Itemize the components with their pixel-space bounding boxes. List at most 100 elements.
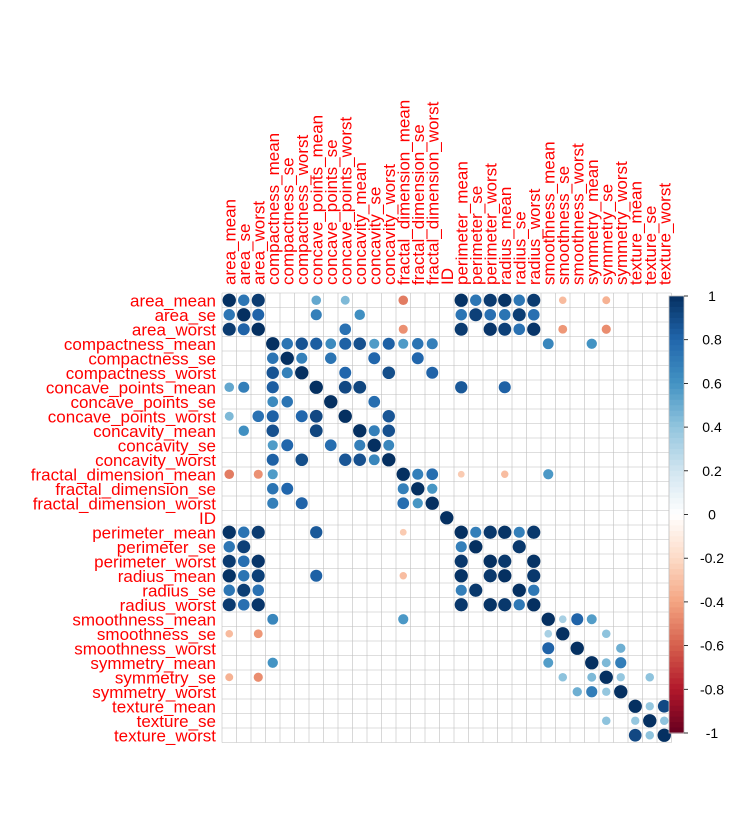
correlation-cell-radius-se-radius-se [512,583,526,597]
row-label-id: ID [199,509,216,528]
correlation-cell-area-worst-perimeter-worst [483,322,497,336]
correlation-cell-compactness-mean-concave-points-mean [310,337,323,350]
correlation-cell-concave-points-mean-radius-mean [498,381,511,394]
correlation-cell-concavity-mean-concavity-se [368,425,380,437]
colorbar-segment [669,367,684,374]
colorbar-segment [669,711,684,718]
colorbar-segment [669,694,684,701]
colorbar-segment [669,454,684,461]
colorbar-segment [669,394,684,401]
correlation-cell-concave-points-se-compactness-mean [267,396,279,408]
correlation-cell-area-mean-area-mean [222,293,236,307]
colorbar-segment [669,470,684,477]
correlation-cell-area-worst-area-mean [222,322,236,336]
correlation-cell-fractal-dimension-mean-area-worst [253,469,263,479]
column-label-texture-worst: texture_worst [655,183,674,285]
colorbar-segment [669,438,684,445]
correlation-cell-area-worst-radius-se [513,323,526,336]
correlation-cell-radius-worst-radius-mean [498,598,512,612]
correlation-cell-texture-se-texture-se [643,714,657,728]
correlation-cell-concave-points-mean-concavity-mean [353,380,367,394]
correlation-cell-smoothness-se-area-worst [253,629,263,639]
correlation-cell-radius-se-area-se [237,583,251,597]
colorbar-segment [669,547,684,554]
correlation-cell-concave-points-worst-compactness-mean [266,410,279,423]
correlation-cell-concave-points-worst-area-worst [252,410,265,423]
column-label-smoothness-mean: smoothness_mean [539,141,558,285]
colorbar: 1 0.8 0.6 0.4 0.2 0 -0.2 -0.4 -0.6 -0.8 -1 [668,288,724,741]
correlation-cell-perimeter-mean-area-mean [222,525,236,539]
colorbar-segment [669,432,684,439]
correlation-cell-area-mean-area-worst [251,293,265,307]
correlation-cell-radius-mean-radius-worst [527,569,541,583]
correlation-cell-area-worst-fractal-dimension-mean [398,324,408,334]
correlation-cell-radius-se-perimeter-se [469,583,483,597]
correlation-cell-area-se-perimeter-worst [484,308,497,321]
correlation-cell-radius-mean-radius-mean [498,569,512,583]
correlation-cell-compactness-se-compactness-se [280,351,294,365]
correlation-cell-texture-mean-texture-se [645,702,654,711]
colorbar-segment [669,536,684,543]
colorbar-segment [669,416,684,423]
correlation-cell-concavity-worst-compactness-mean [266,453,279,466]
colorbar-segment [669,623,684,630]
correlation-cell-smoothness-worst-smoothness-worst [570,641,584,655]
correlation-cell-area-worst-radius-worst [527,322,541,336]
correlation-cell-symmetry-se-symmetry-se [599,670,613,684]
correlation-cell-area-worst-area-se [237,323,250,336]
row-label-perimeter-se: perimeter_se [117,538,216,557]
column-label-symmetry-se: symmetry_se [597,184,616,285]
colorbar-tick-label: -1 [706,725,719,741]
correlation-cell-compactness-worst-compactness-se [281,367,293,379]
colorbar-segment [669,530,684,537]
correlation-cell-concave-points-worst-concave-points-mean [309,409,323,423]
correlation-cell-concavity-worst-compactness-worst [295,453,309,467]
colorbar-segment [669,361,684,368]
correlation-cell-area-se-radius-worst [527,308,540,321]
correlation-cell-perimeter-worst-perimeter-mean [454,554,468,568]
column-label-area-worst: area_worst [249,201,268,285]
correlation-cells [222,293,671,742]
correlation-cell-compactness-mean-fractal-dimension-mean [398,338,409,349]
row-label-symmetry-mean: symmetry_mean [90,654,216,673]
correlation-cell-area-se-concavity-mean [354,309,365,320]
colorbar-segment [669,399,684,406]
row-label-smoothness-mean: smoothness_mean [72,610,216,629]
correlation-cell-concavity-se-compactness-se [281,439,294,452]
row-label-smoothness-se: smoothness_se [97,625,216,644]
correlation-cell-smoothness-mean-smoothness-se [558,615,567,624]
correlation-cell-concave-points-mean-compactness-mean [266,381,279,394]
correlation-cell-concavity-mean-area-se [238,425,249,436]
correlation-cell-perimeter-worst-radius-worst [527,554,541,568]
correlation-cell-smoothness-se-smoothness-se [556,627,570,641]
colorbar-segment [669,443,684,450]
row-label-texture-worst: texture_worst [114,726,216,745]
colorbar-tick-label: -0.6 [700,638,724,654]
correlation-cell-concavity-se-concave-points-se [324,439,337,452]
correlation-cell-fractal-dimension-mean-radius-mean [501,470,509,478]
row-label-concavity-worst: concavity_worst [95,451,216,470]
correlation-cell-perimeter-mean-perimeter-se [470,526,482,538]
correlation-cell-perimeter-mean-fractal-dimension-mean [399,528,407,536]
colorbar-segment [669,459,684,466]
colorbar-segment [669,492,684,499]
correlation-cell-symmetry-se-area-worst [253,672,263,682]
row-label-concave-points-mean: concave_points_mean [46,378,216,397]
colorbar-segment [669,689,684,696]
correlation-cell-compactness-se-concave-points-se [325,352,337,364]
colorbar-segment [669,541,684,548]
correlation-cell-fractal-dimension-mean-fractal-dimension-se [412,468,424,480]
correlation-cell-texture-se-texture-mean [631,716,640,725]
column-labels: area_meanarea_searea_worstcompactness_me… [220,100,674,285]
colorbar-tick-label: 1 [708,288,716,304]
correlation-cell-radius-se-radius-worst [528,584,540,596]
colorbar-segment [669,640,684,647]
correlation-cell-fractal-dimension-mean-compactness-mean [267,469,278,480]
colorbar-segment [669,448,684,456]
column-label-fractal-dimension-worst: fractal_dimension_worst [423,101,442,285]
correlation-cell-concavity-mean-concavity-mean [353,424,367,438]
correlation-cell-area-se-concave-points-mean [310,309,322,321]
correlation-cell-perimeter-se-area-mean [223,541,235,553]
colorbar-segment [669,487,684,494]
